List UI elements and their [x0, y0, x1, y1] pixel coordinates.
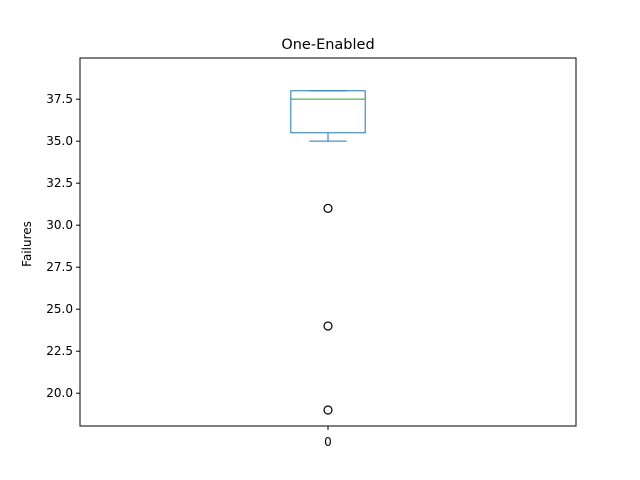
- y-tick-label: 35.0: [46, 134, 73, 148]
- interquartile-box: [290, 90, 366, 134]
- plot-area-frame: [79, 57, 577, 427]
- outlier-point: [323, 321, 333, 331]
- y-tick-label: 32.5: [46, 176, 73, 190]
- x-axis-ticks: 0: [324, 426, 332, 449]
- outlier-point: [323, 405, 333, 415]
- outlier-point: [323, 203, 333, 213]
- y-tick-label: 30.0: [46, 218, 73, 232]
- y-axis-ticks: 20.0 22.5 25.0 27.5 30.0 32.5 35.0 37.5: [46, 92, 80, 400]
- y-tick-label: 22.5: [46, 344, 73, 358]
- y-axis-label: Failures: [20, 221, 34, 267]
- y-tick-label: 37.5: [46, 92, 73, 106]
- box-series: [290, 90, 366, 415]
- y-tick-label: 20.0: [46, 386, 73, 400]
- y-tick-label: 25.0: [46, 302, 73, 316]
- x-tick-label: 0: [324, 435, 332, 449]
- chart-title: One-Enabled: [281, 37, 374, 53]
- y-tick-label: 27.5: [46, 260, 73, 274]
